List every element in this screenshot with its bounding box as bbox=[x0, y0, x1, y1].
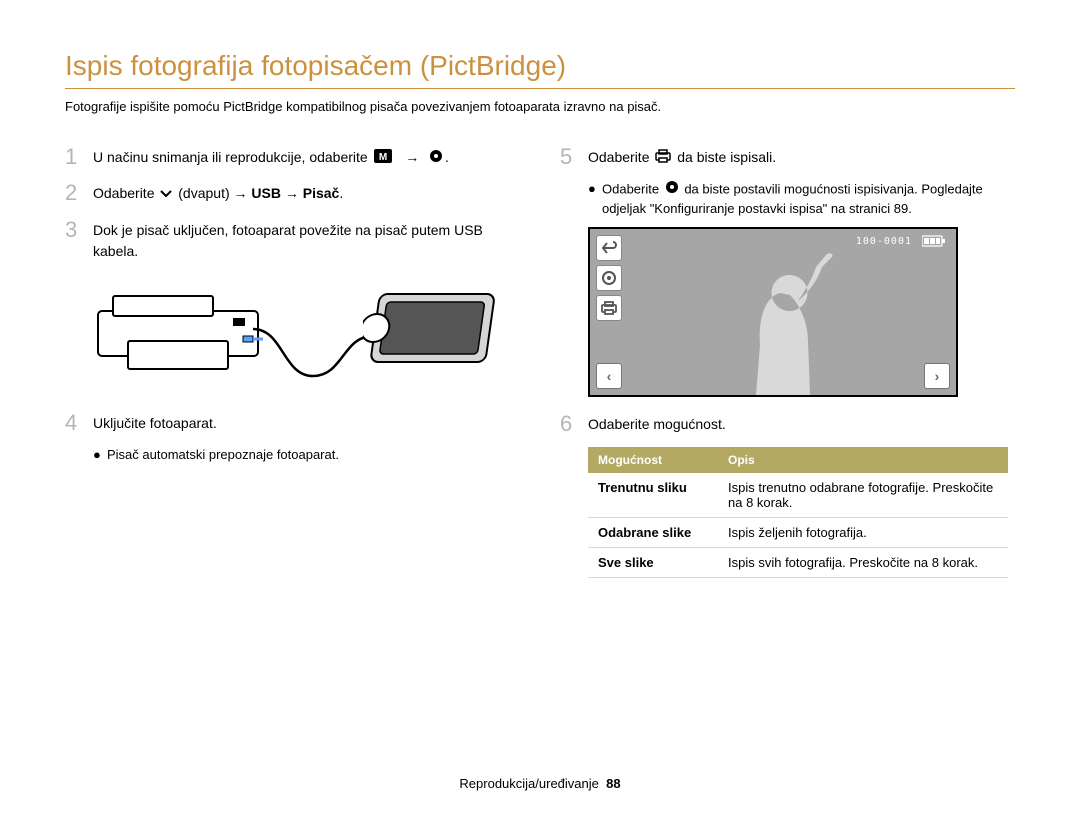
step2-usb: USB bbox=[251, 185, 284, 201]
page-number: 88 bbox=[606, 776, 620, 791]
option-desc: Ispis trenutno odabrane fotografije. Pre… bbox=[718, 473, 1008, 518]
left-column: 1 U načinu snimanja ili reprodukcije, od… bbox=[65, 144, 520, 578]
table-header-desc: Opis bbox=[718, 447, 1008, 473]
step2-pisac: Pisač bbox=[303, 185, 340, 201]
options-table: Mogućnost Opis Trenutnu sliku Ispis tren… bbox=[588, 447, 1008, 578]
table-row: Odabrane slike Ispis željenih fotografij… bbox=[588, 518, 1008, 548]
step6-body: Odaberite mogućnost. bbox=[588, 411, 726, 437]
table-row: Sve slike Ispis svih fotografija. Presko… bbox=[588, 548, 1008, 578]
return-icon[interactable] bbox=[596, 235, 622, 261]
step-number: 2 bbox=[65, 180, 93, 206]
bullet-icon: ● bbox=[93, 446, 107, 465]
print-icon bbox=[655, 148, 671, 169]
child-silhouette bbox=[680, 245, 880, 395]
settings-gear-icon[interactable] bbox=[596, 265, 622, 291]
step-number: 5 bbox=[560, 144, 588, 170]
step5-text-b: da biste ispisali. bbox=[677, 149, 776, 165]
footer-section: Reprodukcija/uređivanje bbox=[459, 776, 598, 791]
step-number: 1 bbox=[65, 144, 93, 170]
preview-sidebar bbox=[596, 235, 626, 321]
battery-icon bbox=[922, 235, 946, 247]
option-name: Odabrane slike bbox=[588, 518, 718, 548]
step-2: 2 Odaberite (dvaput) → USB → Pisač. bbox=[65, 180, 520, 206]
camera-icon bbox=[363, 286, 503, 371]
table-row: Trenutnu sliku Ispis trenutno odabrane f… bbox=[588, 473, 1008, 518]
page-title: Ispis fotografija fotopisačem (PictBridg… bbox=[65, 50, 1015, 89]
step-3: 3 Dok je pisač uključen, fotoaparat pove… bbox=[65, 217, 520, 262]
camera-preview: 100-0001 ‹ › bbox=[588, 227, 958, 397]
page-footer: Reprodukcija/uređivanje 88 bbox=[0, 776, 1080, 791]
step1-text-a: U načinu snimanja ili reprodukcije, odab… bbox=[93, 149, 372, 165]
step-number: 4 bbox=[65, 410, 93, 436]
prev-button[interactable]: ‹ bbox=[596, 363, 622, 389]
step4-sub: ● Pisač automatski prepoznaje fotoaparat… bbox=[93, 446, 520, 465]
step1-text-b: . bbox=[445, 149, 449, 165]
arrow-icon: → bbox=[234, 185, 248, 201]
option-name: Sve slike bbox=[588, 548, 718, 578]
menu-m-icon: M bbox=[374, 148, 392, 169]
step-body: U načinu snimanja ili reprodukcije, odab… bbox=[93, 144, 449, 170]
step-1: 1 U načinu snimanja ili reprodukcije, od… bbox=[65, 144, 520, 170]
intro-text: Fotografije ispišite pomoću PictBridge k… bbox=[65, 99, 1015, 114]
bullet-icon: ● bbox=[588, 180, 602, 219]
right-column: 5 Odaberite da biste ispisali. ● Odaberi… bbox=[560, 144, 1015, 578]
step3-body: Dok je pisač uključen, fotoaparat poveži… bbox=[93, 217, 520, 262]
step-body: Odaberite da biste ispisali. bbox=[588, 144, 776, 170]
table-header-option: Mogućnost bbox=[588, 447, 718, 473]
option-desc: Ispis željenih fotografija. bbox=[718, 518, 1008, 548]
option-name: Trenutnu sliku bbox=[588, 473, 718, 518]
printer-icon bbox=[93, 286, 263, 376]
step-body: Odaberite (dvaput) → USB → Pisač. bbox=[93, 180, 343, 206]
svg-text:M: M bbox=[378, 152, 386, 163]
down-chevron-icon bbox=[160, 184, 172, 205]
step5-sub-body: Odaberite da biste postavili mogućnosti … bbox=[602, 180, 1015, 219]
connection-diagram bbox=[93, 276, 513, 396]
step2-text-b: (dvaput) bbox=[178, 185, 233, 201]
step5-sub: ● Odaberite da biste postavili mogućnost… bbox=[588, 180, 1015, 219]
content-columns: 1 U načinu snimanja ili reprodukcije, od… bbox=[65, 144, 1015, 578]
step-number: 3 bbox=[65, 217, 93, 262]
step-6: 6 Odaberite mogućnost. bbox=[560, 411, 1015, 437]
step5-text-a: Odaberite bbox=[588, 149, 653, 165]
next-button[interactable]: › bbox=[924, 363, 950, 389]
gear-icon bbox=[429, 148, 443, 169]
step-4: 4 Uključite fotoaparat. bbox=[65, 410, 520, 436]
step4-body: Uključite fotoaparat. bbox=[93, 410, 217, 436]
option-desc: Ispis svih fotografija. Preskočite na 8 … bbox=[718, 548, 1008, 578]
step-number: 6 bbox=[560, 411, 588, 437]
step4-sub-text: Pisač automatski prepoznaje fotoaparat. bbox=[107, 446, 339, 465]
print-icon[interactable] bbox=[596, 295, 622, 321]
gear-icon bbox=[665, 180, 679, 200]
step5-sub-a: Odaberite bbox=[602, 182, 663, 197]
step2-text-e: . bbox=[339, 185, 343, 201]
arrow-icon: → bbox=[405, 149, 419, 165]
step-5: 5 Odaberite da biste ispisali. bbox=[560, 144, 1015, 170]
arrow-icon: → bbox=[285, 185, 299, 201]
step2-text-a: Odaberite bbox=[93, 185, 158, 201]
